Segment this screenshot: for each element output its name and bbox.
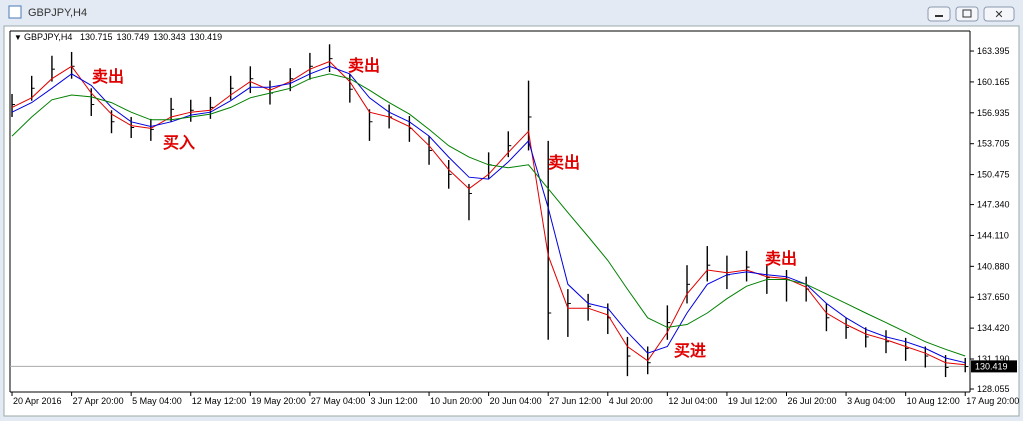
window-icon [8,5,22,19]
x-tick-label: 10 Aug 12:00 [907,396,960,406]
y-tick-label: 137.650 [977,292,1010,302]
y-tick-label: 144.110 [977,230,1009,240]
annotation: 卖出 [92,67,124,86]
x-tick-label: 10 Jun 20:00 [430,396,482,406]
x-tick-label: 20 Jun 04:00 [490,396,542,406]
y-tick-label: 156.935 [977,108,1010,118]
minimize-button[interactable] [927,6,951,22]
x-tick-label: 12 May 12:00 [192,396,247,406]
annotation: 卖出 [548,153,580,172]
x-tick-label: 5 May 04:00 [132,396,182,406]
close-icon: ✕ [994,9,1003,21]
last-price-box [971,360,1017,373]
annotation: 买入 [163,133,195,152]
x-tick-label: 3 Jun 12:00 [370,396,417,406]
restore-button[interactable] [955,6,979,22]
x-tick-label: 19 May 20:00 [251,396,306,406]
window-title: GBPJPY,H4 [28,7,87,19]
x-tick-label: 27 Jun 12:00 [549,396,601,406]
menu-arrow[interactable]: ▼ [14,33,22,42]
x-tick-label: 26 Jul 20:00 [788,396,837,406]
y-tick-label: 150.475 [977,170,1010,180]
annotation: 卖出 [765,249,797,268]
y-tick-label: 147.340 [977,200,1010,210]
y-tick-label: 128.055 [977,384,1010,394]
x-tick-label: 20 Apr 2016 [13,396,62,406]
last-price-label: 130.419 [975,361,1008,371]
annotation: 卖出 [348,56,380,75]
y-tick-label: 160.165 [977,77,1010,87]
moving-average [11,60,966,366]
x-tick-label: 4 Jul 20:00 [609,396,653,406]
quote-value: 130.419 [190,32,223,42]
y-tick-label: 140.880 [977,261,1010,271]
annotation: 买进 [674,341,706,360]
x-tick-label: 12 Jul 04:00 [668,396,717,406]
quote-value: 130.715 [80,32,113,42]
quote-value: 130.749 [117,32,150,42]
x-tick-label: 27 May 04:00 [311,396,366,406]
y-tick-label: 134.420 [977,323,1010,333]
quote-value: 130.343 [153,32,186,42]
x-tick-label: 27 Apr 20:00 [73,396,124,406]
close-button[interactable] [983,6,1015,22]
moving-average [11,73,966,357]
restore-icon [962,9,972,18]
y-tick-label: 153.705 [977,139,1010,149]
chart-symbol: GBPJPY,H4 [24,32,72,42]
y-tick-label: 131.190 [977,354,1010,364]
x-tick-label: 19 Jul 12:00 [728,396,777,406]
x-tick-label: 17 Aug 20:00 [966,396,1019,406]
y-tick-label: 163.395 [977,46,1010,56]
x-tick-label: 3 Aug 04:00 [847,396,895,406]
chart-area [3,25,1020,417]
